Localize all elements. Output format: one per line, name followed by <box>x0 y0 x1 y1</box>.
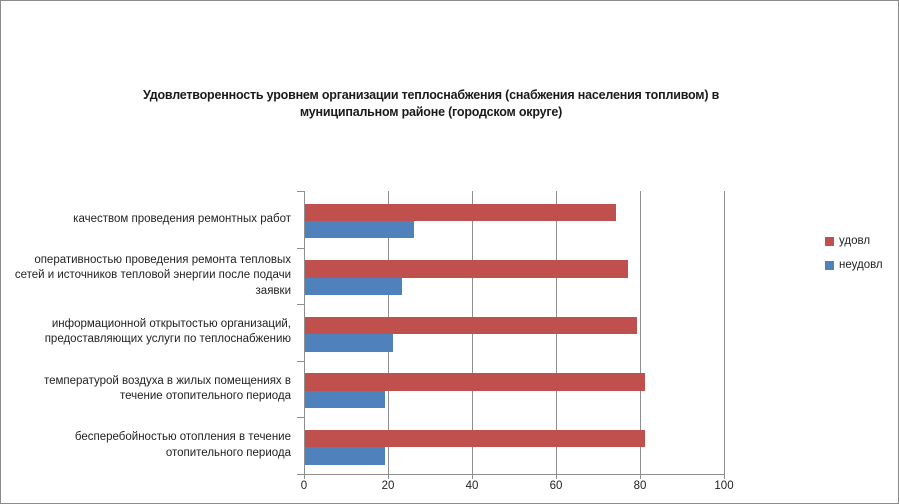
category-label-3: информационной открытостью организаций, … <box>44 317 291 346</box>
x-axis-label-0: 0 <box>300 480 308 492</box>
bar-удовл-category-1 <box>305 203 616 221</box>
legend-label-неудовл: неудовл <box>839 259 883 271</box>
legend-swatch-icon <box>825 260 834 270</box>
category-axis-tick <box>297 247 304 249</box>
bar-удовл-category-4 <box>305 373 646 391</box>
x-axis-label-20: 20 <box>381 480 395 492</box>
x-axis-label-100: 100 <box>714 480 734 492</box>
category-axis-tick <box>297 474 304 475</box>
bar-неудовл-category-2 <box>305 277 402 295</box>
category-label-5: бесперебойностью отопления в течение ото… <box>74 431 291 459</box>
gridline-80 <box>640 191 641 474</box>
x-axis-tick-80 <box>640 474 641 479</box>
bar-неудовл-category-3 <box>305 334 394 352</box>
category-label-2: оперативностью проведения ремонта теплов… <box>14 253 291 297</box>
x-axis-tick-100 <box>724 474 725 479</box>
x-axis-tick-20 <box>388 474 389 479</box>
gridline-100 <box>724 191 725 474</box>
x-axis-label-60: 60 <box>549 480 563 492</box>
bar-неудовл-category-4 <box>305 390 385 409</box>
category-axis-tick <box>297 304 304 306</box>
category-axis-tick <box>297 417 304 419</box>
category-axis-tick <box>297 191 304 192</box>
x-axis-tick-40 <box>472 474 473 479</box>
x-axis-label-80: 80 <box>633 480 647 492</box>
bar-неудовл-category-1 <box>305 220 415 239</box>
bar-неудовл-category-5 <box>305 447 385 465</box>
plot-area <box>297 191 725 479</box>
category-axis-line <box>304 191 305 474</box>
legend-item-удовл: удовл <box>825 229 883 253</box>
chart-title: Удовлетворенность уровнем организации те… <box>142 88 720 119</box>
bar-удовл-category-3 <box>305 316 637 335</box>
category-label-1: качеством проведения ремонтных работ <box>73 212 291 225</box>
bar-удовл-category-5 <box>305 429 646 448</box>
x-axis-tick-60 <box>556 474 557 479</box>
category-label-4: температурой воздуха в жилых помещениях … <box>43 374 291 403</box>
value-axis-line <box>304 474 725 475</box>
category-axis-tick <box>297 360 304 362</box>
legend-item-неудовл: неудовл <box>825 253 883 277</box>
legend-label-удовл: удовл <box>839 235 871 247</box>
x-axis-label-40: 40 <box>465 480 479 492</box>
legend: удовл неудовл <box>825 229 883 277</box>
bar-удовл-category-2 <box>305 260 629 278</box>
x-axis-tick-0 <box>304 474 305 479</box>
legend-swatch-icon <box>825 236 834 246</box>
